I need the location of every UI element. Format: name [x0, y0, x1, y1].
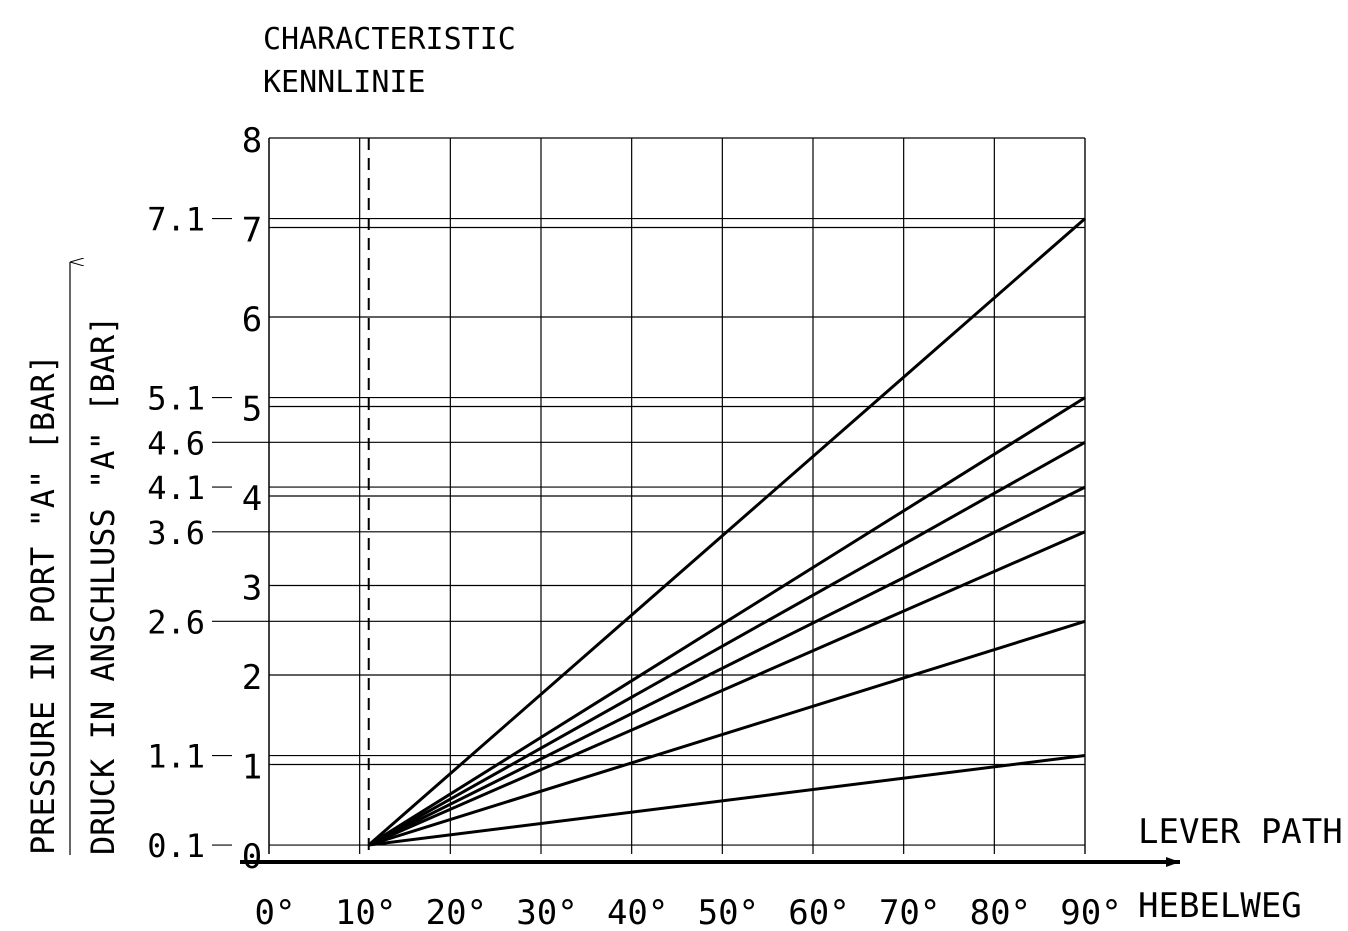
y-tick-label-0: 0: [242, 837, 262, 877]
series-line-5: [367, 440, 1086, 847]
extra-level-label-3.6: 3.6: [147, 514, 205, 552]
y-tick-label-3: 3: [242, 569, 262, 609]
y-axis-label-english: PRESSURE IN PORT "A" [BAR]: [24, 354, 62, 855]
extra-level-label-5.1: 5.1: [147, 380, 205, 418]
y-tick-label-4: 4: [242, 479, 262, 519]
series-line-3: [368, 530, 1086, 847]
series-line-1: [368, 754, 1086, 847]
series-line-7: [367, 217, 1086, 847]
extra-level-lines: [212, 217, 1085, 846]
series-line-2: [368, 619, 1086, 847]
x-tick-label-70: 70°: [879, 893, 940, 931]
extra-level-label-7.1: 7.1: [147, 201, 205, 239]
x-tick-label-60: 60°: [788, 893, 849, 931]
x-tick-label-20: 20°: [426, 893, 487, 931]
y-tick-label-2: 2: [242, 658, 262, 698]
x-tick-label-30: 30°: [516, 893, 577, 931]
x-tick-label-50: 50°: [698, 893, 759, 931]
extra-level-label-2.6: 2.6: [147, 603, 205, 641]
y-tick-label-7: 7: [242, 211, 262, 251]
series-lines: [367, 217, 1086, 847]
series-line-6: [367, 396, 1086, 847]
grid: [269, 137, 1086, 854]
series-line-4: [368, 485, 1086, 847]
x-axis-label-english: LEVER PATH: [1138, 812, 1343, 852]
extra-level-label-1.1: 1.1: [147, 738, 205, 776]
x-tick-label-90: 90°: [1060, 893, 1121, 931]
y-tick-label-8: 8: [242, 121, 262, 161]
x-tick-label-10: 10°: [335, 893, 396, 931]
x-tick-label-80: 80°: [970, 893, 1031, 931]
chart-title-line-2: KENNLINIE: [263, 65, 426, 100]
y-tick-label-6: 6: [242, 300, 262, 340]
axes: [240, 138, 1180, 867]
chart-title-line-1: CHARACTERISTIC: [263, 22, 516, 57]
extra-level-label-4.6: 4.6: [147, 424, 205, 462]
x-axis-label-german: HEBELWEG: [1138, 886, 1302, 926]
y-tick-label-5: 5: [242, 390, 262, 430]
extra-level-label-4.1: 4.1: [147, 469, 205, 507]
x-tick-label-0: 0°: [255, 893, 296, 931]
x-tick-label-40: 40°: [607, 893, 668, 931]
extra-level-label-0.1: 0.1: [147, 827, 205, 865]
y-axis-label-german: DRUCK IN ANSCHLUSS "A" [BAR]: [84, 316, 122, 855]
y-tick-label-1: 1: [242, 748, 262, 788]
